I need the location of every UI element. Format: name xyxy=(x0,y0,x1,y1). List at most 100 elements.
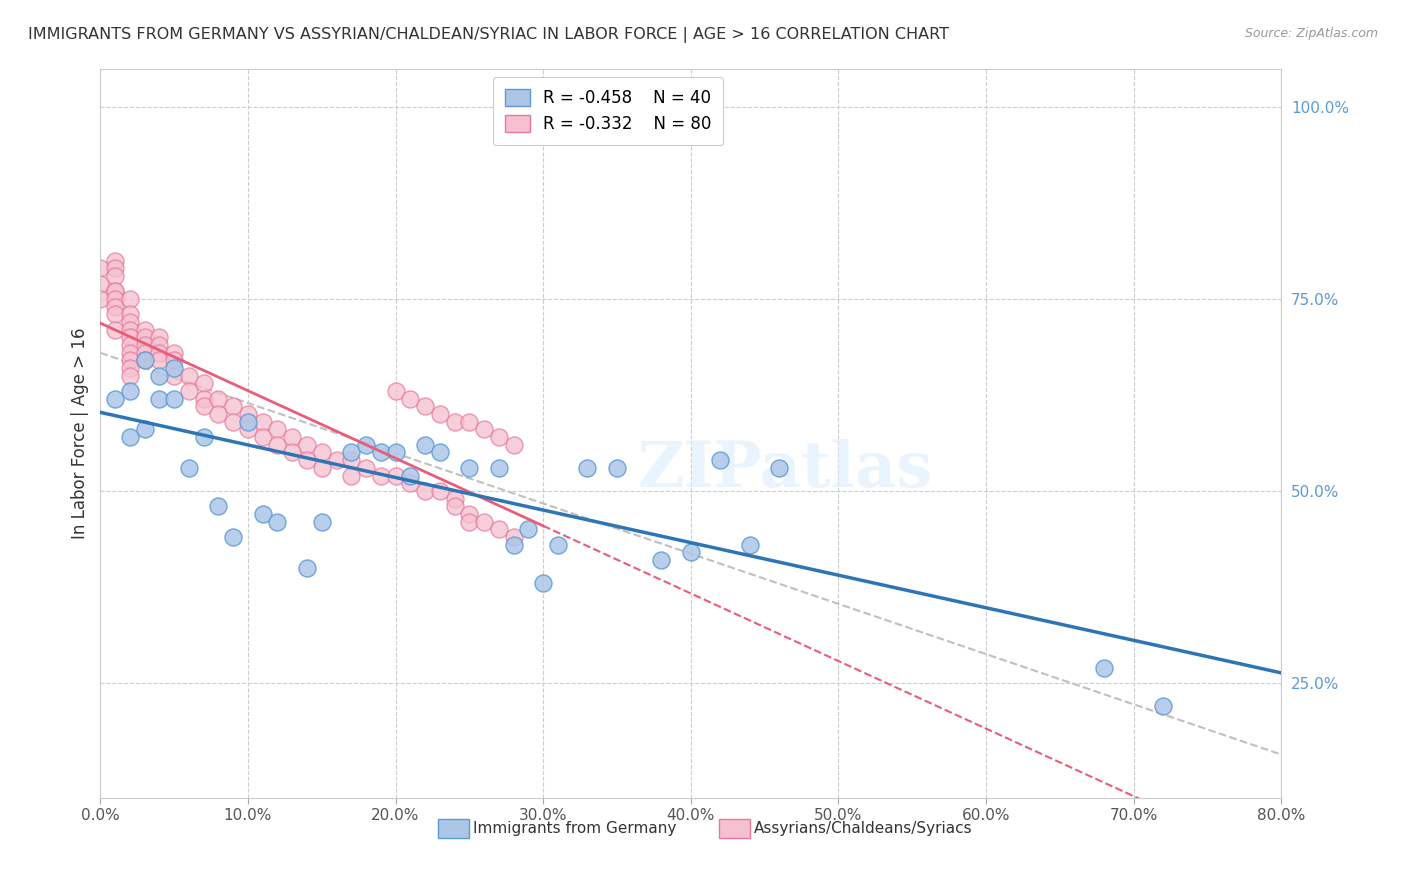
Point xyxy=(134,330,156,344)
Point xyxy=(472,422,495,436)
Point xyxy=(488,460,510,475)
Point xyxy=(281,445,304,459)
Point xyxy=(340,453,363,467)
Point xyxy=(413,483,436,498)
Point xyxy=(252,507,274,521)
Point xyxy=(443,491,465,506)
Point xyxy=(295,438,318,452)
Y-axis label: In Labor Force | Age > 16: In Labor Force | Age > 16 xyxy=(72,327,89,539)
Point xyxy=(207,500,229,514)
Point xyxy=(177,368,200,383)
Point xyxy=(1092,660,1115,674)
Point xyxy=(488,430,510,444)
Point xyxy=(429,483,451,498)
Point xyxy=(118,338,141,352)
Point xyxy=(148,392,170,406)
Point xyxy=(134,422,156,436)
Point xyxy=(709,453,731,467)
Point xyxy=(311,515,333,529)
Point xyxy=(768,460,790,475)
Point xyxy=(325,453,347,467)
Point xyxy=(370,468,392,483)
Point xyxy=(148,353,170,368)
Text: Assyrians/Chaldeans/Syriacs: Assyrians/Chaldeans/Syriacs xyxy=(754,821,973,836)
Point xyxy=(458,460,481,475)
Legend: R = -0.458    N = 40, R = -0.332    N = 80: R = -0.458 N = 40, R = -0.332 N = 80 xyxy=(494,77,723,145)
Point xyxy=(118,384,141,398)
Point xyxy=(547,538,569,552)
Point xyxy=(531,576,554,591)
Point xyxy=(252,430,274,444)
Point xyxy=(193,430,215,444)
Point xyxy=(222,400,245,414)
Point xyxy=(650,553,672,567)
Point xyxy=(148,345,170,359)
Point xyxy=(163,368,186,383)
Point xyxy=(118,353,141,368)
Point xyxy=(118,292,141,306)
Point xyxy=(118,368,141,383)
Text: Source: ZipAtlas.com: Source: ZipAtlas.com xyxy=(1244,27,1378,40)
Point xyxy=(266,438,288,452)
Point xyxy=(458,507,481,521)
Point xyxy=(1152,698,1174,713)
Text: ZIPatlas: ZIPatlas xyxy=(637,439,932,500)
Point xyxy=(118,361,141,376)
Point xyxy=(413,400,436,414)
Point xyxy=(413,438,436,452)
Point xyxy=(443,500,465,514)
Point xyxy=(606,460,628,475)
Point xyxy=(222,530,245,544)
Text: Immigrants from Germany: Immigrants from Germany xyxy=(472,821,676,836)
Point xyxy=(163,353,186,368)
Point xyxy=(104,284,127,298)
Point xyxy=(118,315,141,329)
Point xyxy=(281,430,304,444)
Point xyxy=(89,277,111,291)
Point xyxy=(236,422,259,436)
Point xyxy=(458,515,481,529)
Point xyxy=(118,330,141,344)
Point xyxy=(134,323,156,337)
Point xyxy=(354,438,377,452)
Point xyxy=(134,353,156,368)
Point xyxy=(104,323,127,337)
Point xyxy=(399,392,422,406)
Point xyxy=(443,415,465,429)
Point xyxy=(118,430,141,444)
Point xyxy=(236,407,259,421)
Point xyxy=(340,445,363,459)
Point xyxy=(517,522,540,536)
Point xyxy=(370,445,392,459)
Point xyxy=(193,392,215,406)
Point xyxy=(399,468,422,483)
Point xyxy=(488,522,510,536)
Point xyxy=(89,292,111,306)
Point xyxy=(104,307,127,321)
Point xyxy=(429,445,451,459)
Point xyxy=(429,407,451,421)
Point xyxy=(384,384,406,398)
Point xyxy=(89,261,111,276)
Point xyxy=(266,515,288,529)
Point xyxy=(148,338,170,352)
Point xyxy=(118,323,141,337)
Point xyxy=(193,400,215,414)
Point xyxy=(384,468,406,483)
Point xyxy=(148,368,170,383)
Point xyxy=(502,538,524,552)
Point xyxy=(458,415,481,429)
Point xyxy=(384,445,406,459)
Point xyxy=(134,345,156,359)
Point xyxy=(163,361,186,376)
Point xyxy=(134,353,156,368)
Point xyxy=(399,476,422,491)
Point xyxy=(236,415,259,429)
Point xyxy=(207,407,229,421)
Point xyxy=(104,300,127,314)
Point xyxy=(193,376,215,391)
Point xyxy=(311,460,333,475)
Point xyxy=(177,384,200,398)
Point xyxy=(207,392,229,406)
Point xyxy=(118,345,141,359)
